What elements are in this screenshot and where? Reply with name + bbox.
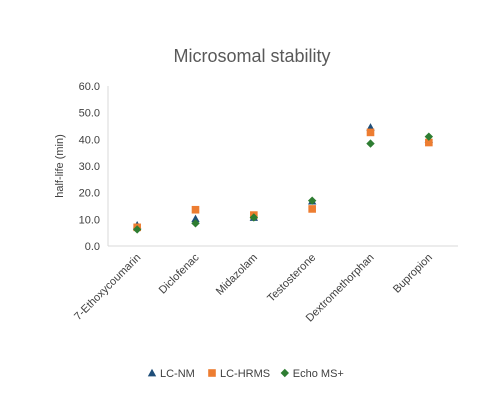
data-point-echo-ms- [424, 132, 434, 141]
data-point-echo-ms- [132, 225, 142, 234]
y-tick-label: 40.0 [79, 134, 100, 146]
data-point-echo-ms- [249, 213, 259, 222]
chart-title: Microsomal stability [173, 46, 330, 66]
legend: LC-NM LC-HRMS Echo MS+ [147, 368, 344, 380]
y-tick-label: 20.0 [79, 188, 100, 200]
legend-marker [208, 369, 216, 377]
x-tick-label: Testosterone [265, 252, 318, 305]
x-tick-label: Bupropion [391, 252, 435, 296]
x-tick-label: Diclofenac [157, 251, 202, 296]
plot-area: 0.0 10.0 20.0 30.0 40.0 50.0 60.0 7-Ethoxycouma… [72, 81, 458, 325]
legend-marker [280, 368, 289, 378]
y-tick-label: 50.0 [79, 108, 100, 120]
y-tick-label: 10.0 [79, 214, 100, 226]
data-point-echo-ms- [366, 139, 375, 148]
data-point-lc-hrms [425, 138, 433, 147]
legend-marker [147, 368, 157, 377]
data-point-echo-ms- [191, 219, 200, 228]
x-tick-label: Midazolam [214, 252, 260, 298]
data-point-lc-nm [191, 214, 200, 223]
y-tick-label: 60.0 [79, 81, 100, 93]
legend-label: LC-NM [160, 368, 195, 380]
data-point-lc-hrms [191, 205, 200, 214]
y-tick-label: 30.0 [79, 161, 100, 173]
data-point-lc-hrms [366, 128, 375, 137]
y-tick-label: 0.0 [85, 241, 100, 253]
legend-label: LC-HRMS [220, 368, 270, 380]
x-tick-label: 7-Ethoxycoumarin [72, 252, 143, 323]
y-axis-label: half-life (min) [54, 134, 66, 198]
legend-label: Echo MS+ [293, 368, 344, 380]
data-point-lc-hrms [308, 205, 316, 213]
data-point-echo-ms- [307, 196, 317, 205]
